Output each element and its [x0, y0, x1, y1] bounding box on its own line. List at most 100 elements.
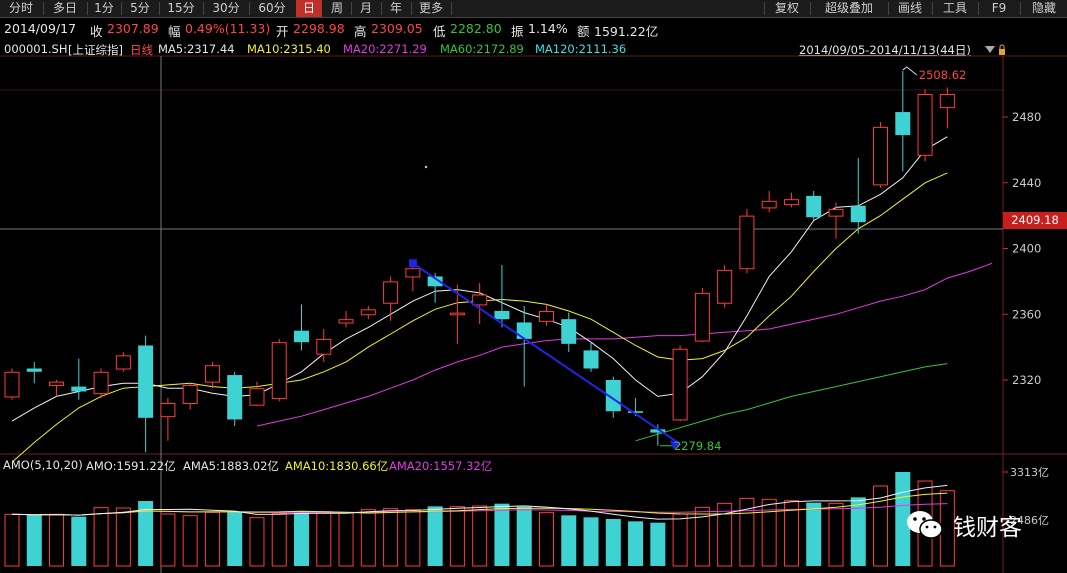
candle	[360, 306, 376, 320]
chevron-down-icon[interactable]	[985, 46, 995, 53]
super-overlay-button[interactable]: 超级叠加	[824, 1, 873, 15]
volume-tick-label: 3313亿	[1010, 466, 1049, 479]
toolbar-divider	[810, 2, 811, 15]
volume-bar	[26, 515, 42, 566]
candle	[49, 380, 65, 397]
volume-bar	[538, 512, 554, 567]
volume-bar	[472, 505, 488, 567]
volume-bar	[93, 507, 109, 567]
trend-arrow-start	[408, 259, 417, 268]
tab-multi-day[interactable]: 多日	[52, 1, 77, 15]
candle-body	[271, 342, 287, 400]
candle	[895, 70, 911, 172]
candle-body	[427, 276, 443, 287]
candle-body	[182, 384, 198, 405]
candle-body	[138, 345, 154, 418]
adjust-rights-button[interactable]: 复权	[774, 1, 799, 15]
watermark-text: 钱财客	[953, 515, 1022, 541]
candle	[26, 361, 42, 384]
candle	[405, 263, 421, 292]
volume-bar	[271, 512, 287, 567]
candle	[583, 342, 599, 372]
candle-body	[739, 215, 755, 270]
candle-body	[383, 281, 399, 304]
candles	[4, 70, 955, 453]
volume-bar	[138, 501, 154, 566]
toolbar-divider	[381, 2, 382, 15]
volume-bar	[427, 506, 443, 566]
tab-5min[interactable]: 5分	[130, 1, 150, 15]
high-annotation-label: 2508.62	[919, 68, 967, 82]
candle	[694, 287, 710, 343]
hide-button[interactable]: 隐藏	[1031, 1, 1056, 15]
quote-date: 2014/09/17	[4, 21, 77, 36]
candle-body	[4, 371, 20, 398]
candle	[739, 209, 755, 274]
tab-60min[interactable]: 60分	[258, 1, 286, 15]
tab-more[interactable]: 更多	[418, 1, 443, 15]
ma20-legend: MA20:2271.29	[343, 42, 427, 56]
volume-bar	[761, 498, 777, 567]
close-label: 收	[90, 24, 103, 39]
candle-body	[672, 348, 688, 421]
volume-bar	[4, 513, 20, 567]
tab-15min[interactable]: 15分	[167, 1, 195, 15]
volume-bar	[694, 506, 710, 567]
open-label: 开	[276, 24, 289, 39]
candle-body	[605, 380, 621, 412]
low-annotation-label: 2279.84	[674, 439, 722, 453]
volume-bar	[294, 511, 310, 566]
candle-body	[895, 112, 911, 136]
candle	[494, 264, 510, 328]
volume-bar	[583, 517, 599, 566]
volume-bar	[383, 508, 399, 567]
candle	[605, 376, 621, 418]
candle	[561, 312, 577, 353]
volume-bar	[717, 502, 733, 567]
toolbar-divider	[1020, 2, 1021, 15]
volume-bar	[672, 513, 688, 567]
tab-yearly[interactable]: 年	[389, 1, 402, 15]
lock-icon[interactable]	[999, 49, 1005, 55]
candle	[294, 304, 310, 351]
volume-bar	[783, 500, 799, 567]
volume-bar	[360, 509, 376, 567]
date-range-link[interactable]: 2014/09/05-2014/11/13(44日)	[799, 43, 971, 57]
volume-bar	[628, 521, 644, 566]
candle-body	[717, 269, 733, 304]
candle-body	[538, 310, 554, 322]
tab-1min[interactable]: 1分	[94, 1, 114, 15]
tab-monthly[interactable]: 月	[359, 1, 372, 15]
candle-body	[204, 365, 220, 383]
tab-intraday[interactable]: 分时	[8, 1, 33, 15]
candle-body	[405, 268, 421, 278]
tab-daily[interactable]: 日	[296, 0, 322, 17]
wechat-icon	[907, 511, 943, 539]
ma60-line	[635, 363, 948, 442]
candle-body	[227, 375, 243, 420]
amount-value: 1591.22亿	[594, 24, 659, 39]
candle-body	[939, 93, 955, 109]
y-tick-label: 2440	[1012, 176, 1041, 190]
draw-line-button[interactable]: 画线	[897, 1, 922, 15]
candle-body	[761, 200, 777, 209]
volume-bar	[650, 522, 666, 566]
candle	[650, 424, 666, 446]
tab-weekly[interactable]: 周	[330, 1, 343, 15]
high-value: 2309.05	[371, 21, 423, 36]
tab-30min[interactable]: 30分	[212, 1, 240, 15]
candle-body	[294, 330, 310, 343]
candle-body	[628, 411, 644, 413]
f9-button[interactable]: F9	[991, 1, 1007, 15]
candle-body	[449, 312, 465, 316]
low-value: 2282.80	[450, 21, 502, 36]
ama20-value: AMA20:1557.32亿	[389, 459, 493, 473]
open-value: 2298.98	[293, 21, 345, 36]
period-label: 日线	[130, 43, 153, 57]
candle	[939, 87, 955, 129]
volume-bar	[160, 513, 176, 567]
volume-bar	[828, 502, 844, 567]
tools-button[interactable]: 工具	[942, 1, 967, 15]
volume-bars	[4, 472, 955, 567]
